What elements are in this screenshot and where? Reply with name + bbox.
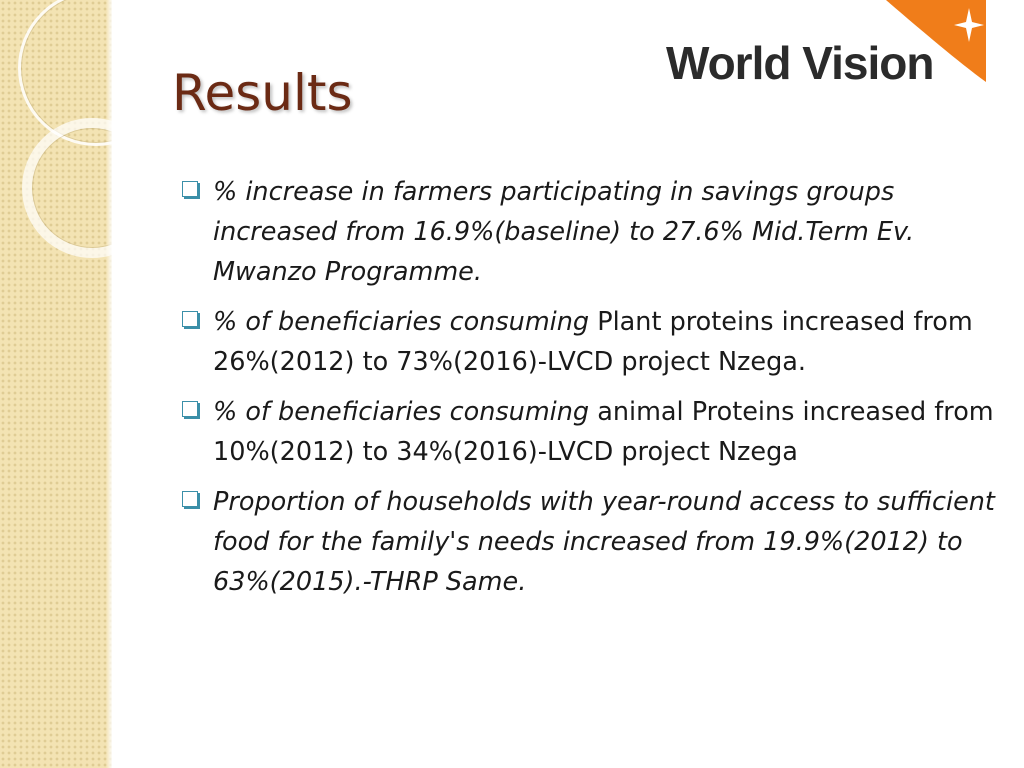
logo-star-icon	[886, 0, 986, 82]
checkbox-bullet-icon	[182, 181, 198, 197]
bullet-text: animal Proteins increased from 10%(2012)…	[213, 397, 994, 467]
checkbox-bullet-icon	[182, 311, 198, 327]
list-item: Proportion of households with year-round…	[180, 482, 1000, 602]
decorative-side-panel	[0, 0, 112, 768]
results-list: % increase in farmers participating in s…	[180, 172, 1000, 612]
bullet-italic-text: % of beneficiaries consuming	[213, 307, 590, 337]
list-item: % of beneficiaries consuming animal Prot…	[180, 392, 1000, 472]
page-title: Results	[172, 64, 353, 122]
list-item: % increase in farmers participating in s…	[180, 172, 1000, 292]
bullet-italic-text: % of beneficiaries consuming	[213, 397, 590, 427]
list-item: % of beneficiaries consuming Plant prote…	[180, 302, 1000, 382]
checkbox-bullet-icon	[182, 401, 198, 417]
bullet-text: Plant proteins increased from 26%(2012) …	[213, 307, 973, 377]
decorative-ring	[22, 118, 112, 258]
bullet-italic-text: Proportion of households with year-round…	[213, 487, 995, 597]
bullet-italic-text: % increase in farmers participating in s…	[213, 177, 915, 287]
world-vision-logo: World Vision	[666, 0, 986, 92]
logo-text: World Vision	[666, 37, 934, 89]
checkbox-bullet-icon	[182, 491, 198, 507]
